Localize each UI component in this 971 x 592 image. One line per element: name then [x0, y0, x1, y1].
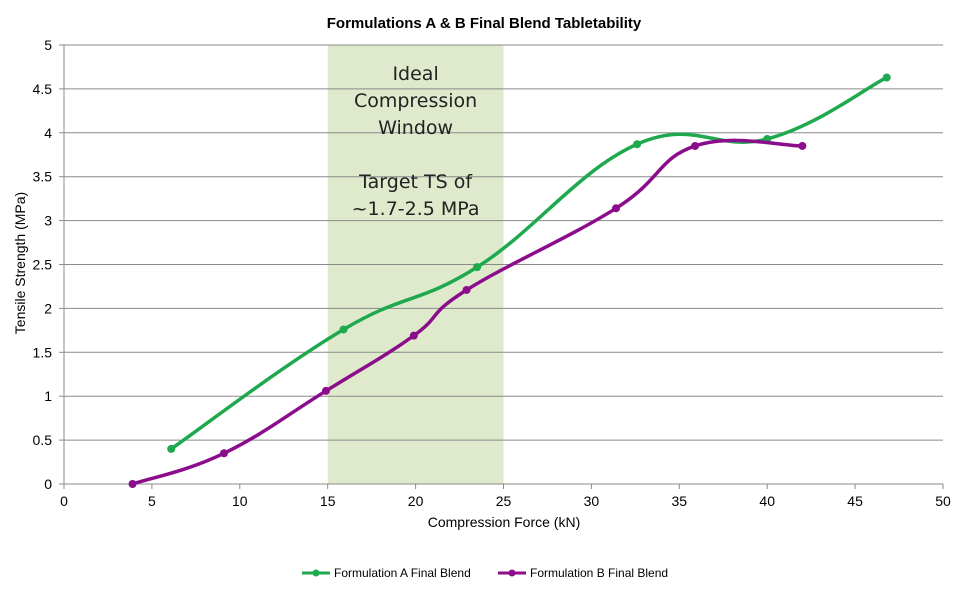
y-tick-label: 0 — [44, 476, 52, 492]
y-tick-label: 1 — [44, 388, 52, 404]
data-point — [473, 263, 482, 272]
data-point — [882, 73, 891, 82]
data-point — [633, 140, 642, 149]
grid-lines — [64, 44, 943, 441]
legend-item: Formulation A Final Blend — [302, 566, 471, 580]
x-axis-label: Compression Force (kN) — [428, 514, 580, 530]
data-point — [219, 449, 228, 458]
window-annotation-line: Ideal — [392, 63, 438, 85]
y-tick-labels: 0 0.5 1 1.5 2 2.5 3 3.5 4 4.5 5 — [33, 37, 53, 492]
ideal-window-annotation: Ideal Compression Window Target TS of ~1.7-2… — [352, 63, 480, 220]
x-tick-label: 50 — [935, 493, 951, 509]
legend-item: Formulation B Final Blend — [498, 566, 668, 580]
x-tick-label: 20 — [408, 493, 424, 509]
legend-label: Formulation A Final Blend — [334, 566, 471, 580]
plot-area: Ideal Compression Window Target TS of ~1.7-2… — [59, 44, 944, 489]
series-formulation-a — [167, 73, 891, 453]
window-annotation-line: Target TS of — [358, 171, 473, 193]
data-point — [128, 480, 137, 488]
y-tick-label: 0.5 — [33, 432, 53, 448]
data-point — [339, 325, 348, 334]
y-tick-label: 3 — [44, 213, 52, 229]
legend-swatch-marker — [508, 569, 516, 577]
data-point — [409, 331, 418, 340]
x-tick-label: 25 — [496, 493, 512, 509]
x-tick-labels: 0 5 10 15 20 25 30 35 40 45 50 — [60, 493, 951, 509]
x-tick-label: 0 — [60, 493, 68, 509]
axes — [59, 44, 944, 489]
series-layer — [128, 73, 891, 488]
x-tick-label: 40 — [759, 493, 775, 509]
x-tick-label: 35 — [672, 493, 688, 509]
data-point — [167, 444, 176, 453]
data-point — [321, 386, 330, 395]
y-tick-label: 5 — [44, 37, 52, 53]
y-tick-label: 4.5 — [33, 81, 53, 97]
x-tick-label: 5 — [148, 493, 156, 509]
window-annotation-line: Compression — [354, 90, 477, 112]
y-axis-label: Tensile Strength (MPa) — [12, 192, 28, 334]
data-point — [798, 141, 807, 150]
y-tick-label: 1.5 — [33, 344, 53, 360]
data-point — [612, 204, 621, 213]
series-line — [130, 138, 805, 486]
y-tick-label: 2.5 — [33, 257, 53, 273]
legend-swatch-marker — [312, 569, 320, 577]
legend: Formulation A Final Blend Formulation B F… — [302, 566, 668, 580]
x-tick-label: 30 — [584, 493, 600, 509]
data-point — [691, 141, 700, 150]
data-point — [462, 285, 471, 294]
x-tick-label: 10 — [232, 493, 248, 509]
y-tick-label: 2 — [44, 300, 52, 316]
y-tick-label: 3.5 — [33, 169, 53, 185]
window-annotation-line: Window — [378, 117, 453, 139]
window-annotation-line: ~1.7-2.5 MPa — [352, 198, 480, 220]
chart-title: Formulations A & B Final Blend Tabletabi… — [327, 15, 642, 32]
x-tick-label: 45 — [847, 493, 863, 509]
y-tick-label: 4 — [44, 125, 52, 141]
x-tick-label: 15 — [320, 493, 336, 509]
legend-label: Formulation B Final Blend — [530, 566, 668, 580]
series-formulation-b — [128, 138, 807, 488]
